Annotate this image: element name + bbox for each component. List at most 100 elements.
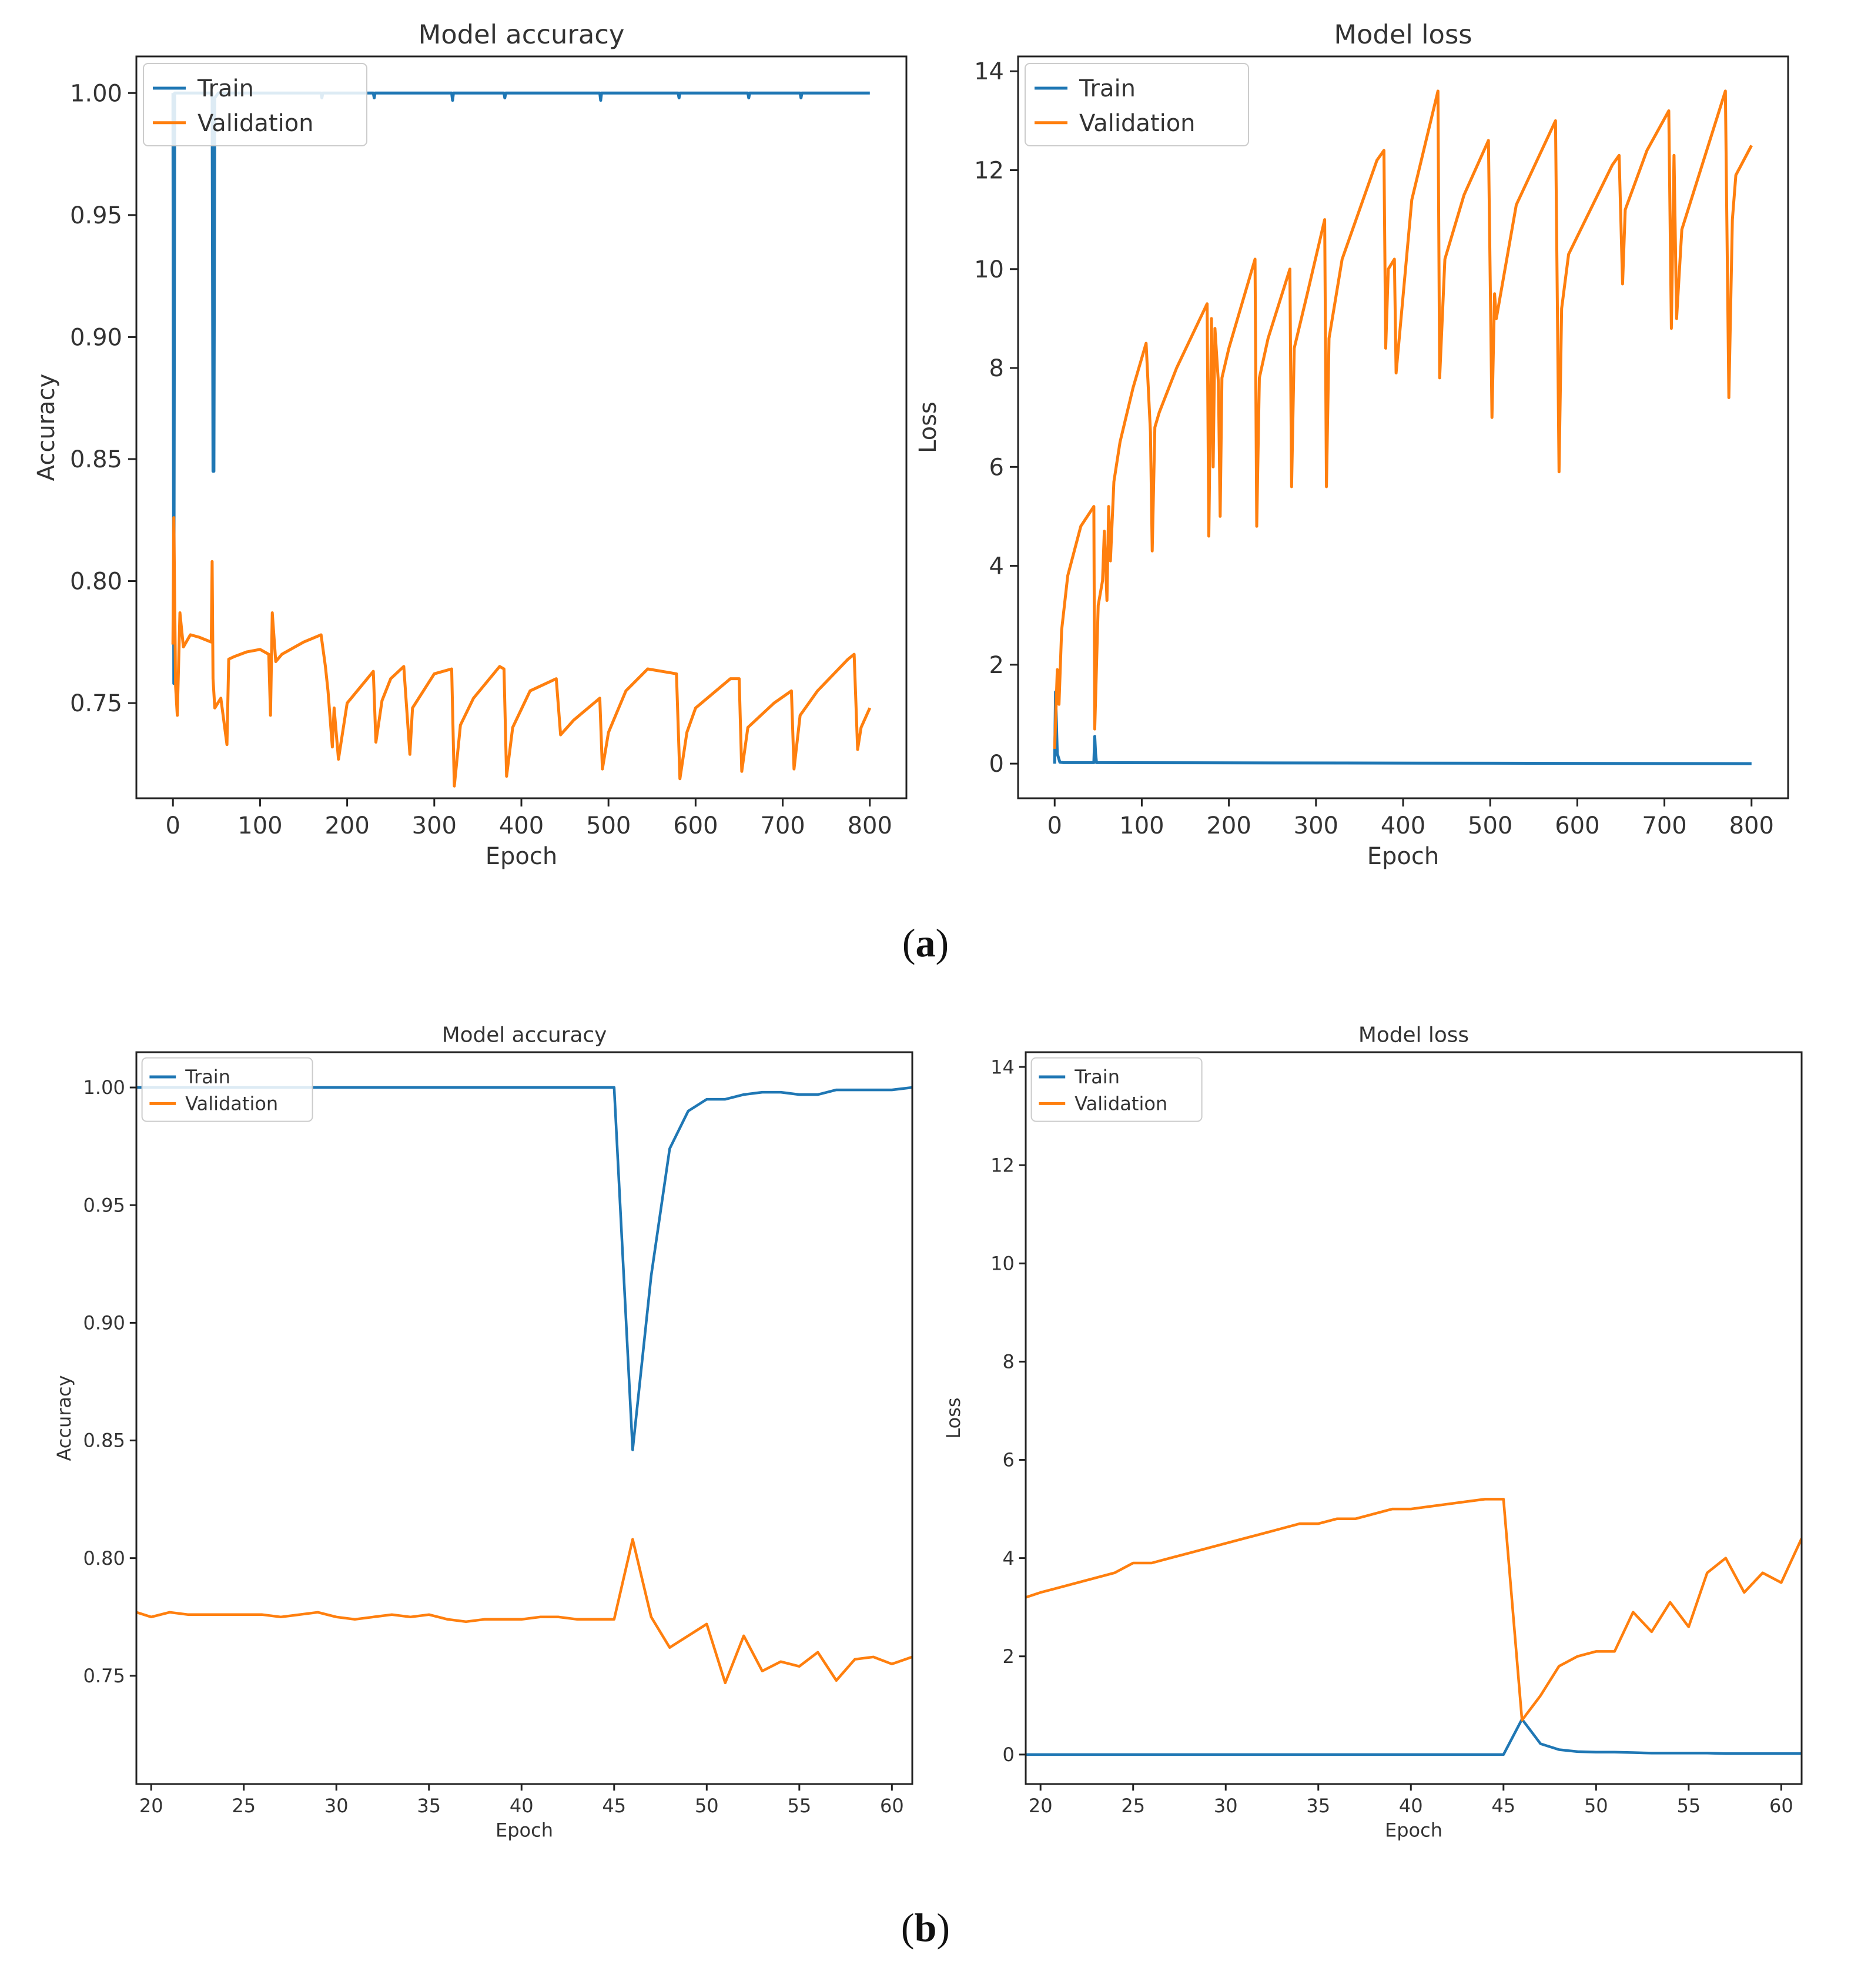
- x-tick-label: 25: [1121, 1795, 1145, 1817]
- caption-b: (b): [901, 1905, 950, 1950]
- y-tick-label: 8: [1002, 1351, 1014, 1373]
- plot-frame: [1017, 55, 1789, 799]
- series-line-validation: [136, 1538, 912, 1685]
- x-axis-label: Epoch: [1385, 1819, 1442, 1842]
- y-tick-label: 4: [989, 553, 1004, 580]
- x-tick-label: 0: [1047, 812, 1062, 839]
- y-tick-label: 6: [989, 454, 1004, 481]
- chart-title: Model loss: [1334, 19, 1472, 50]
- legend-label-validation: Validation: [1075, 1093, 1167, 1115]
- x-tick-label: 800: [1729, 812, 1774, 839]
- series-line-validation: [1053, 89, 1753, 749]
- x-tick-label: 50: [1584, 1795, 1608, 1817]
- y-tick-label: 8: [989, 355, 1004, 382]
- x-tick-label: 55: [787, 1795, 811, 1817]
- y-axis-label: Loss: [915, 401, 942, 453]
- x-axis-label: Epoch: [486, 843, 557, 870]
- y-tick-label: 0.75: [70, 690, 122, 717]
- x-axis-label: Epoch: [1367, 843, 1439, 870]
- x-tick-label: 100: [237, 812, 282, 839]
- legend-label-train: Train: [185, 1066, 230, 1088]
- x-tick-label: 35: [417, 1795, 441, 1817]
- y-tick-label: 0.95: [83, 1194, 125, 1216]
- y-tick-label: 0: [989, 751, 1004, 778]
- y-tick-label: 2: [989, 652, 1004, 679]
- x-tick-label: 800: [848, 812, 892, 839]
- y-tick-label: 10: [974, 256, 1004, 283]
- chart-b-loss: Model loss 20 25 30 35 40 45 50 55 60 0 2 4 6 8 10 12 14 E…: [942, 1023, 1803, 1842]
- chart-title: Model accuracy: [442, 1023, 607, 1047]
- x-tick-label: 700: [760, 812, 805, 839]
- y-tick-label: 0.80: [83, 1547, 125, 1569]
- legend-label-train: Train: [197, 75, 254, 102]
- chart-a-loss: Model loss 0 100 200 300 400 500 600 700 800 0 2 4 6 8…: [915, 19, 1789, 870]
- x-tick-label: 400: [1381, 812, 1425, 839]
- x-tick-label: 300: [1294, 812, 1338, 839]
- plot-frame: [135, 55, 908, 799]
- legend-label-validation: Validation: [1079, 110, 1196, 137]
- y-tick-label: 4: [1002, 1547, 1014, 1569]
- x-tick-label: 600: [1555, 812, 1599, 839]
- y-tick-label: 10: [990, 1252, 1015, 1274]
- legend-label-train: Train: [1074, 1066, 1120, 1088]
- legend-label-train: Train: [1079, 75, 1136, 102]
- legend-box: [141, 1057, 313, 1122]
- series-line-train: [1053, 690, 1752, 765]
- y-tick-label: 12: [990, 1154, 1015, 1176]
- y-tick-label: 0.75: [83, 1665, 125, 1687]
- x-axis-label: Epoch: [496, 1819, 553, 1842]
- y-tick-label: 6: [1002, 1449, 1014, 1471]
- y-tick-label: 2: [1002, 1645, 1014, 1668]
- legend-label-validation: Validation: [198, 110, 314, 137]
- series-line-train: [136, 1086, 912, 1451]
- legend-box: [1030, 1057, 1203, 1122]
- y-tick-label: 0.95: [70, 202, 122, 229]
- x-tick-label: 500: [1468, 812, 1512, 839]
- caption-a: (a): [902, 921, 949, 965]
- series-line-validation: [171, 516, 872, 788]
- x-tick-label: 30: [1214, 1795, 1238, 1817]
- x-tick-label: 400: [499, 812, 544, 839]
- x-tick-label: 40: [1399, 1795, 1423, 1817]
- legend-label-validation: Validation: [185, 1093, 278, 1115]
- y-tick-label: 0.85: [70, 446, 122, 473]
- x-tick-label: 200: [1206, 812, 1251, 839]
- x-tick-label: 40: [510, 1795, 534, 1817]
- y-axis-label: Accuracy: [53, 1375, 75, 1461]
- series-line-train: [171, 91, 870, 685]
- x-tick-label: 500: [586, 812, 631, 839]
- plot-frame: [135, 1051, 913, 1785]
- series-line-train: [1026, 1718, 1802, 1756]
- y-tick-label: 0.80: [70, 568, 122, 595]
- x-tick-label: 35: [1306, 1795, 1330, 1817]
- y-tick-label: 0.85: [83, 1430, 125, 1452]
- plot-frame: [1025, 1051, 1803, 1785]
- chart-a-accuracy: Model accuracy 0 100 200 300 400 500 600 700 800 0…: [33, 19, 908, 870]
- y-tick-label: 0.90: [70, 324, 122, 351]
- y-tick-label: 14: [990, 1056, 1015, 1078]
- x-tick-label: 200: [324, 812, 369, 839]
- x-tick-label: 45: [1491, 1795, 1515, 1817]
- chart-b-accuracy: Model accuracy 20 25 30 35 40 45 50 55 60 0.75 0.80…: [53, 1023, 913, 1842]
- y-axis-label: Loss: [942, 1397, 965, 1438]
- y-tick-label: 12: [974, 158, 1004, 185]
- x-tick-label: 20: [1029, 1795, 1053, 1817]
- legend-box: [1025, 63, 1249, 146]
- y-axis-label: Accuracy: [33, 374, 60, 481]
- y-tick-label: 0.90: [83, 1312, 125, 1334]
- x-tick-label: 0: [166, 812, 180, 839]
- y-tick-label: 1.00: [83, 1076, 125, 1099]
- x-tick-label: 20: [139, 1795, 163, 1817]
- chart-title: Model accuracy: [419, 19, 625, 50]
- x-tick-label: 55: [1676, 1795, 1701, 1817]
- x-tick-label: 600: [673, 812, 718, 839]
- y-tick-label: 14: [974, 58, 1004, 85]
- chart-title: Model loss: [1358, 1023, 1469, 1047]
- y-tick-label: 0: [1002, 1743, 1014, 1766]
- x-tick-label: 700: [1642, 812, 1686, 839]
- series-line-validation: [1026, 1498, 1802, 1722]
- legend-box: [143, 63, 367, 146]
- x-tick-label: 60: [1769, 1795, 1793, 1817]
- x-tick-label: 100: [1119, 812, 1164, 839]
